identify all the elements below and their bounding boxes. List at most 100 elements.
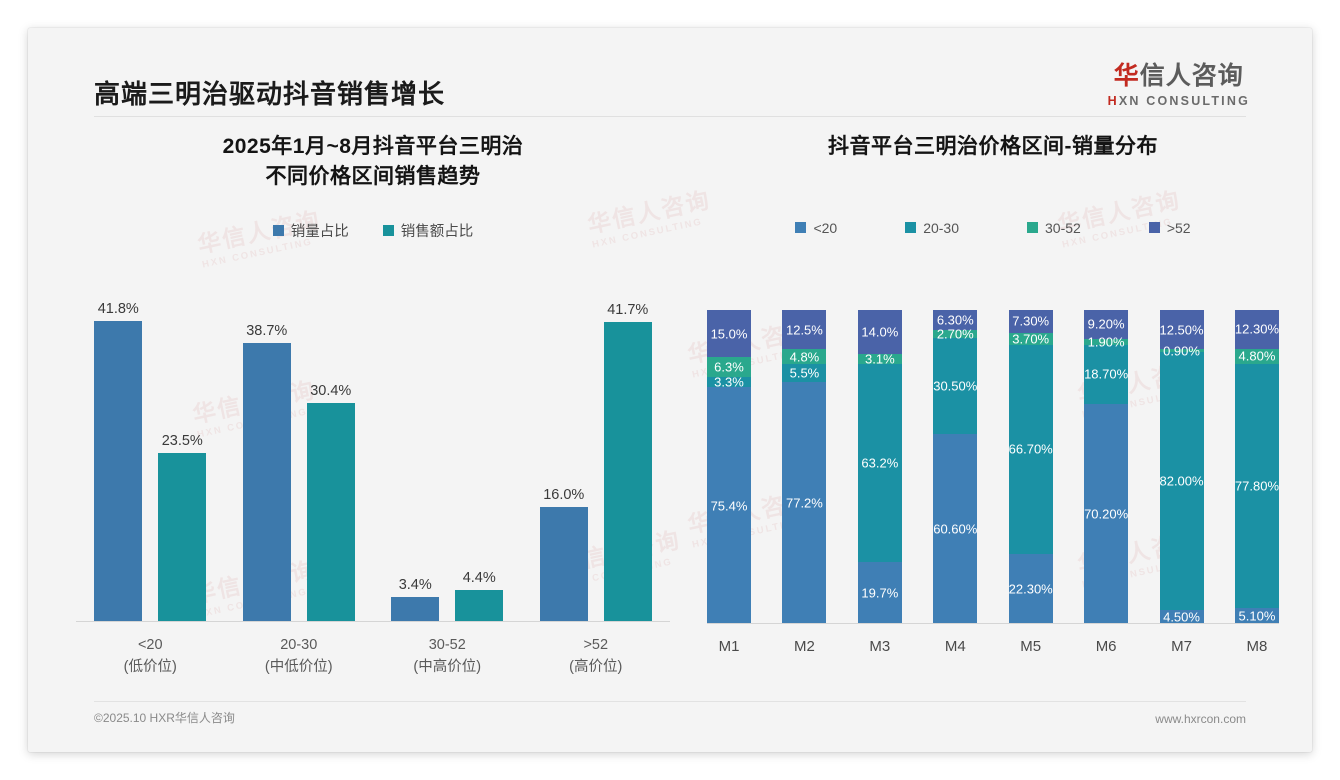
stack-segment-label: 12.50% xyxy=(1159,322,1204,338)
stack-segment-label: 63.2% xyxy=(861,455,899,471)
stack-segment[interactable]: 22.30% xyxy=(1008,553,1053,624)
stack-segment-label: 0.90% xyxy=(1163,343,1200,359)
stack-segment[interactable]: 18.70% xyxy=(1084,344,1128,404)
bar-value-label: 30.4% xyxy=(310,383,352,399)
stack-segment-label: 5.10% xyxy=(1238,608,1276,624)
stacked-bar-column[interactable]: 14.0% 3.1% 63.2% 19.7% xyxy=(857,310,902,624)
grouped-chart-baseline xyxy=(76,621,670,622)
stacked-bar-column[interactable]: 7.30% 3.70% 66.70% 22.30% xyxy=(1009,310,1053,624)
stack-segment-label: 75.4% xyxy=(710,498,748,514)
stacked-bar-column[interactable]: 12.50% 0.90% 82.00% 4.50% xyxy=(1159,310,1204,625)
bar-column[interactable]: 41.7% xyxy=(603,282,652,622)
stack-segment[interactable]: 1.90% xyxy=(1084,334,1129,349)
stack-segment-label: 4.50% xyxy=(1163,609,1200,625)
stacked-bar-column[interactable]: 15.0% 6.3% 3.3% 75.4% xyxy=(707,310,751,624)
stacked-bar-column[interactable]: 6.30% 2.70% 30.50% 60.60% xyxy=(933,310,977,624)
bar-rect xyxy=(306,403,355,622)
stack-segment[interactable]: 75.4% xyxy=(707,387,751,624)
legend-item-30-52[interactable]: 30-52 xyxy=(1027,220,1081,236)
legend-swatch-icon xyxy=(905,222,917,234)
month-axis-label: M5 xyxy=(1020,638,1042,655)
stacked-bar-chart: 15.0% 6.3% 3.3% 75.4% 12.5% 4.8% 5.5% 77.2% 14.0… xyxy=(693,282,1293,682)
bar-column[interactable]: 30.4% xyxy=(306,282,355,622)
bar-group: 38.7% 30.4% xyxy=(242,282,355,622)
stack-segment-label: 77.2% xyxy=(785,495,823,511)
stack-segment[interactable]: 4.50% xyxy=(1159,609,1204,625)
stack-segment[interactable]: 77.2% xyxy=(782,381,827,624)
stack-segment[interactable]: 6.3% xyxy=(707,357,751,377)
stack-segment-label: 15.0% xyxy=(710,326,748,342)
bar-column[interactable]: 16.0% xyxy=(539,282,588,622)
stack-segment[interactable]: 12.30% xyxy=(1235,310,1279,349)
right-chart-legend: <20 20-30 30-52 >52 xyxy=(693,220,1293,236)
stack-segment[interactable]: 5.10% xyxy=(1234,608,1279,625)
stack-segment[interactable]: 4.80% xyxy=(1234,348,1279,364)
bar-rect xyxy=(158,453,207,622)
month-axis-label: M2 xyxy=(794,638,815,655)
legend-label: 30-52 xyxy=(1045,219,1081,236)
bar-column[interactable]: 4.4% xyxy=(455,282,504,622)
footer-website[interactable]: www.hxrcon.com xyxy=(1155,712,1246,726)
stack-segment[interactable]: 14.0% xyxy=(857,310,902,354)
footer-copyright: ©2025.10 HXR华信人咨询 xyxy=(94,711,235,725)
stack-segment[interactable]: 12.50% xyxy=(1159,310,1204,350)
logo-chinese-text: 华信人咨询 xyxy=(1108,64,1250,89)
stack-segment[interactable]: 63.2% xyxy=(857,363,902,563)
stack-segment[interactable]: 6.30% xyxy=(933,310,978,330)
stack-segment[interactable]: 4.8% xyxy=(782,349,827,365)
stack-segment[interactable]: 60.60% xyxy=(933,433,977,624)
footer-divider xyxy=(94,701,1246,702)
logo-english-text: HXN CONSULTING xyxy=(1108,94,1250,108)
stack-segment[interactable]: 30.50% xyxy=(933,338,977,434)
bar-group: 41.8% 23.5% xyxy=(94,282,207,622)
legend-swatch-icon xyxy=(1027,222,1038,234)
stack-segment[interactable]: 2.70% xyxy=(933,327,978,342)
category-range: 20-30 xyxy=(280,637,318,653)
stack-segment[interactable]: 82.00% xyxy=(1159,352,1204,610)
stacked-chart-category-axis: M1 M2 M3 M4 M5 M6 M7 M8 xyxy=(707,626,1279,682)
category-sublabel: (中高价位) xyxy=(413,659,482,676)
logo-en-rest: XN CONSULTING xyxy=(1118,94,1250,108)
bar-value-label: 16.0% xyxy=(543,487,585,503)
stack-segment-label: 12.5% xyxy=(785,322,823,338)
legend-item-sales-amount[interactable]: 销售额占比 xyxy=(382,220,473,241)
logo-cn-first-char: 华 xyxy=(1113,62,1140,90)
stack-segment-label: 22.30% xyxy=(1008,581,1053,597)
legend-item-under-20[interactable]: <20 xyxy=(795,220,837,236)
stack-segment[interactable]: 9.20% xyxy=(1084,310,1129,339)
bar-column[interactable]: 41.8% xyxy=(94,282,143,622)
legend-item-over-52[interactable]: >52 xyxy=(1148,220,1191,236)
stacked-bar-column[interactable]: 12.5% 4.8% 5.5% 77.2% xyxy=(782,310,827,624)
legend-swatch-icon xyxy=(382,224,394,236)
stack-segment[interactable]: 3.1% xyxy=(857,351,902,366)
bar-column[interactable]: 23.5% xyxy=(158,282,207,622)
stack-segment[interactable]: 3.70% xyxy=(1008,331,1053,346)
stack-segment[interactable]: 66.70% xyxy=(1008,344,1053,554)
left-chart-title: 2025年1月~8月抖音平台三明治 不同价格区间销售趋势 xyxy=(68,132,678,192)
stack-segment-label: 1.90% xyxy=(1087,334,1125,350)
stack-segment[interactable]: 12.5% xyxy=(782,310,827,350)
stack-segment[interactable]: 0.90% xyxy=(1159,343,1204,358)
month-axis-label: M7 xyxy=(1171,638,1192,655)
stack-segment[interactable]: 77.80% xyxy=(1235,363,1279,608)
stack-segment[interactable]: 19.7% xyxy=(857,562,902,624)
stack-segment[interactable]: 7.30% xyxy=(1008,310,1053,333)
bar-value-label: 41.7% xyxy=(607,302,649,318)
stack-segment[interactable]: 70.20% xyxy=(1084,403,1128,624)
stacked-bar-column[interactable]: 12.30% 4.80% 77.80% 5.10% xyxy=(1234,310,1279,625)
bar-group: 3.4% 4.4% xyxy=(391,282,504,622)
legend-item-20-30[interactable]: 20-30 xyxy=(905,220,959,236)
legend-item-sales-volume[interactable]: 销量占比 xyxy=(272,220,349,241)
stack-segment-label: 66.70% xyxy=(1008,441,1053,457)
stacked-bar-column[interactable]: 9.20% 1.90% 18.70% 70.20% xyxy=(1084,310,1128,624)
slide-header: 高端三明治驱动抖音销售增长 华信人咨询 HXN CONSULTING xyxy=(28,28,1312,117)
stack-segment[interactable]: 15.0% xyxy=(707,310,751,358)
stack-segment-label: 9.20% xyxy=(1087,316,1125,332)
brand-logo: 华信人咨询 HXN CONSULTING xyxy=(1108,64,1250,109)
stack-segment-label: 30.50% xyxy=(933,378,978,394)
stack-segment[interactable]: 3.3% xyxy=(707,375,751,390)
bar-column[interactable]: 3.4% xyxy=(391,282,440,622)
stack-segment[interactable]: 5.5% xyxy=(782,364,827,382)
bar-column[interactable]: 38.7% xyxy=(242,282,291,622)
